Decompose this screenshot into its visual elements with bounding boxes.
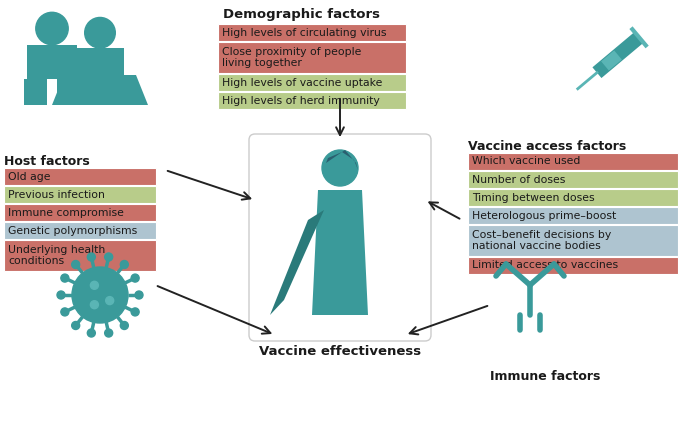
Circle shape bbox=[90, 301, 99, 309]
FancyBboxPatch shape bbox=[218, 74, 406, 91]
Text: Number of doses: Number of doses bbox=[472, 175, 565, 184]
Circle shape bbox=[121, 321, 128, 329]
Circle shape bbox=[57, 291, 65, 299]
Circle shape bbox=[131, 308, 139, 316]
Text: Genetic polymorphisms: Genetic polymorphisms bbox=[8, 226, 137, 235]
Text: Old age: Old age bbox=[8, 172, 51, 181]
Polygon shape bbox=[105, 80, 126, 105]
Text: Limited access to vaccines: Limited access to vaccines bbox=[472, 261, 618, 270]
Polygon shape bbox=[52, 75, 148, 105]
Circle shape bbox=[87, 253, 95, 261]
Circle shape bbox=[85, 17, 115, 48]
Text: Timing between doses: Timing between doses bbox=[472, 193, 595, 202]
Text: High levels of vaccine uptake: High levels of vaccine uptake bbox=[222, 77, 382, 88]
Circle shape bbox=[72, 267, 128, 323]
FancyBboxPatch shape bbox=[218, 24, 406, 41]
Polygon shape bbox=[601, 51, 622, 71]
Text: Underlying health
conditions: Underlying health conditions bbox=[8, 245, 105, 266]
Circle shape bbox=[36, 12, 68, 45]
FancyBboxPatch shape bbox=[4, 222, 156, 239]
Text: Immune factors: Immune factors bbox=[490, 370, 600, 383]
Circle shape bbox=[105, 253, 112, 261]
FancyBboxPatch shape bbox=[468, 257, 678, 274]
FancyBboxPatch shape bbox=[468, 207, 678, 224]
Text: Vaccine access factors: Vaccine access factors bbox=[468, 140, 626, 153]
Text: High levels of circulating virus: High levels of circulating virus bbox=[222, 28, 386, 37]
FancyBboxPatch shape bbox=[4, 240, 156, 271]
Polygon shape bbox=[24, 79, 47, 105]
FancyBboxPatch shape bbox=[468, 153, 678, 170]
FancyBboxPatch shape bbox=[27, 45, 77, 79]
Polygon shape bbox=[593, 32, 644, 78]
Text: Vaccine effectiveness: Vaccine effectiveness bbox=[259, 345, 421, 358]
Circle shape bbox=[105, 329, 112, 337]
FancyBboxPatch shape bbox=[468, 189, 678, 206]
Circle shape bbox=[87, 329, 95, 337]
FancyBboxPatch shape bbox=[76, 48, 124, 80]
Text: Heterologous prime–boost: Heterologous prime–boost bbox=[472, 210, 616, 221]
Polygon shape bbox=[57, 79, 79, 105]
Circle shape bbox=[105, 297, 114, 305]
FancyBboxPatch shape bbox=[468, 171, 678, 188]
FancyBboxPatch shape bbox=[218, 42, 406, 73]
Circle shape bbox=[322, 150, 358, 186]
Text: Close proximity of people
living together: Close proximity of people living togethe… bbox=[222, 47, 362, 68]
Circle shape bbox=[90, 281, 99, 289]
Polygon shape bbox=[312, 190, 368, 315]
Text: Which vaccine used: Which vaccine used bbox=[472, 156, 580, 167]
Circle shape bbox=[72, 261, 79, 269]
Circle shape bbox=[72, 321, 79, 329]
Circle shape bbox=[135, 291, 143, 299]
Polygon shape bbox=[270, 210, 324, 315]
FancyBboxPatch shape bbox=[218, 92, 406, 109]
Circle shape bbox=[61, 308, 69, 316]
Text: Host factors: Host factors bbox=[4, 155, 90, 168]
FancyBboxPatch shape bbox=[4, 186, 156, 203]
Polygon shape bbox=[326, 150, 358, 170]
FancyBboxPatch shape bbox=[468, 225, 678, 256]
FancyBboxPatch shape bbox=[249, 134, 431, 341]
FancyBboxPatch shape bbox=[4, 204, 156, 221]
Text: Immune compromise: Immune compromise bbox=[8, 207, 124, 218]
Text: High levels of herd immunity: High levels of herd immunity bbox=[222, 96, 379, 105]
Text: Previous infection: Previous infection bbox=[8, 190, 105, 199]
FancyBboxPatch shape bbox=[4, 168, 156, 185]
Circle shape bbox=[121, 261, 128, 269]
Circle shape bbox=[61, 274, 69, 282]
Polygon shape bbox=[74, 80, 95, 105]
Circle shape bbox=[131, 274, 139, 282]
Text: Cost–benefit decisions by
national vaccine bodies: Cost–benefit decisions by national vacci… bbox=[472, 230, 611, 251]
Text: Demographic factors: Demographic factors bbox=[223, 8, 380, 21]
